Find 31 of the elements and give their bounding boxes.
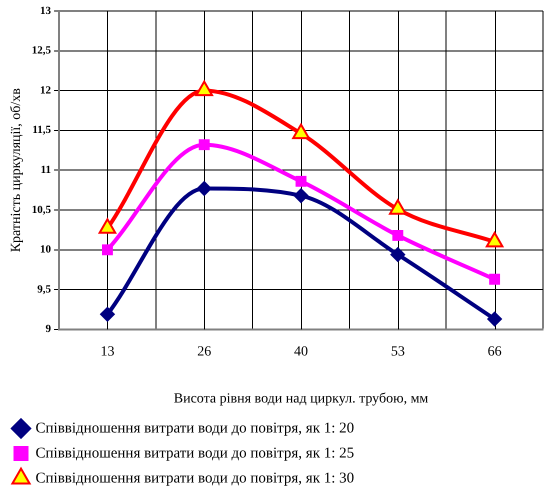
- x-tick-label: 53: [390, 344, 405, 360]
- y-tick-label: 11,5: [32, 124, 52, 136]
- x-axis-title: Висота рівня води над циркул. трубою, мм: [174, 391, 428, 406]
- y-tick-label: 12,5: [32, 44, 52, 57]
- point: [195, 80, 214, 96]
- point: [390, 247, 406, 262]
- point: [392, 230, 404, 241]
- x-tick-label: 66: [488, 344, 502, 360]
- y-tick-label: 10: [40, 244, 52, 256]
- y-axis-title: Кратність циркуляції, об/хв: [9, 88, 24, 252]
- x-tick-label: 40: [294, 344, 308, 360]
- x-tick-label: 26: [197, 344, 212, 360]
- point: [292, 124, 310, 140]
- y-tick-label: 13: [40, 4, 52, 17]
- point: [296, 176, 306, 187]
- point: [487, 312, 502, 327]
- y-tick-label: 11: [40, 164, 52, 176]
- legend-label: Співвідношення витрати води до повітря, як 1: 20: [36, 420, 354, 436]
- point: [198, 139, 210, 150]
- y-tick-label: 9,5: [37, 283, 52, 296]
- point: [102, 244, 113, 256]
- y-tick-label: 12: [40, 84, 52, 96]
- point: [100, 306, 115, 322]
- y-tick-label: 9: [46, 323, 52, 336]
- point: [196, 181, 212, 196]
- y-tick-label: 10,5: [32, 204, 52, 216]
- point: [489, 274, 500, 285]
- point: [294, 188, 309, 204]
- legend-label: Співвідношення витрати води до повітря, як 1: 30: [36, 470, 354, 486]
- legend-label: Співвідношення витрати води до повітря, як 1: 25: [36, 445, 354, 462]
- x-tick-label: 13: [100, 344, 114, 360]
